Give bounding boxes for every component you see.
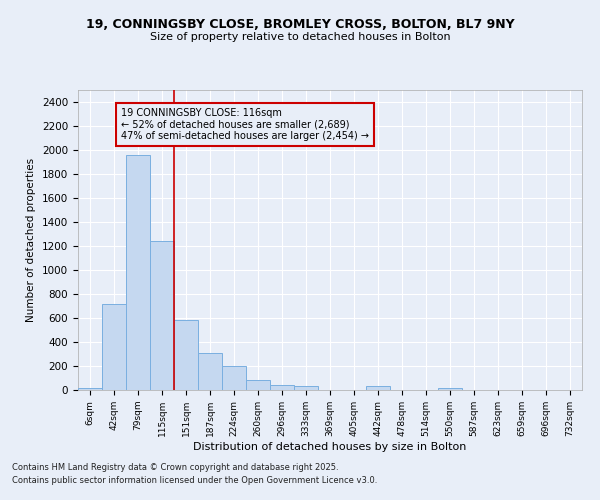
Bar [270, 384, 294, 390]
Text: Size of property relative to detached houses in Bolton: Size of property relative to detached ho… [149, 32, 451, 42]
Bar [126, 155, 150, 390]
Bar [222, 366, 246, 390]
Bar [294, 386, 318, 390]
Bar [174, 320, 198, 390]
Text: 19 CONNINGSBY CLOSE: 116sqm
← 52% of detached houses are smaller (2,689)
47% of : 19 CONNINGSBY CLOSE: 116sqm ← 52% of det… [121, 108, 369, 141]
Bar [246, 380, 270, 390]
Bar [198, 354, 222, 390]
Text: 19, CONNINGSBY CLOSE, BROMLEY CROSS, BOLTON, BL7 9NY: 19, CONNINGSBY CLOSE, BROMLEY CROSS, BOL… [86, 18, 514, 30]
Bar [150, 241, 174, 390]
Bar [438, 388, 462, 390]
Text: Contains public sector information licensed under the Open Government Licence v3: Contains public sector information licen… [12, 476, 377, 485]
X-axis label: Distribution of detached houses by size in Bolton: Distribution of detached houses by size … [193, 442, 467, 452]
Text: Contains HM Land Registry data © Crown copyright and database right 2025.: Contains HM Land Registry data © Crown c… [12, 464, 338, 472]
Y-axis label: Number of detached properties: Number of detached properties [26, 158, 37, 322]
Bar [366, 386, 390, 390]
Bar [102, 304, 126, 390]
Bar [78, 388, 102, 390]
